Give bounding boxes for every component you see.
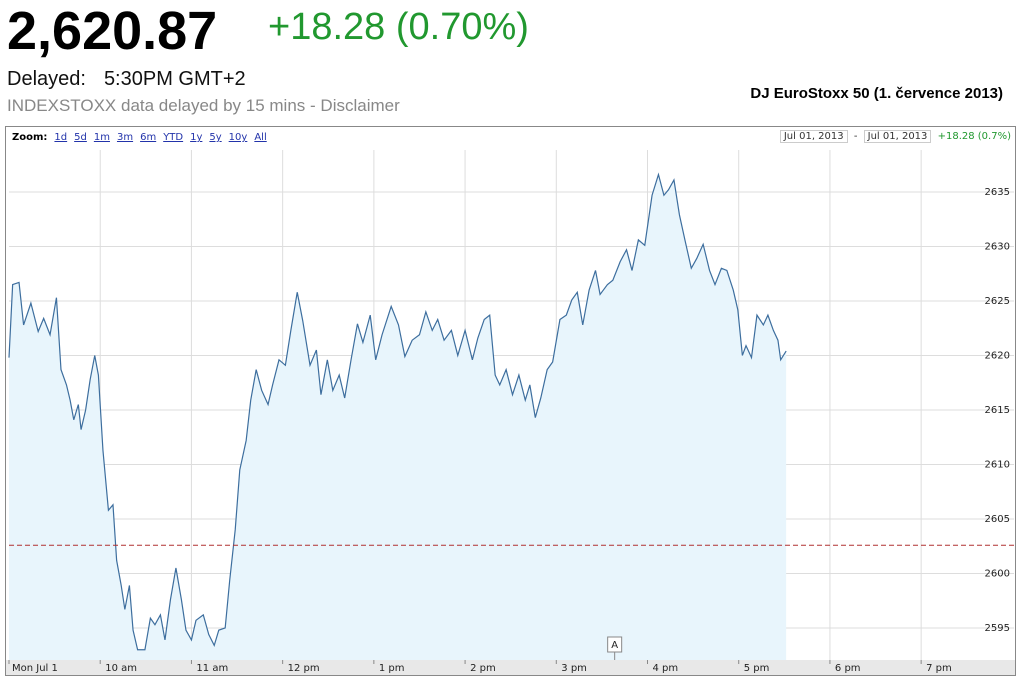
zoom-option[interactable]: YTD <box>163 132 184 143</box>
zoom-option[interactable]: 6m <box>140 132 157 143</box>
x-tick-label: 2 pm <box>470 663 496 674</box>
y-tick-label: 2615 <box>985 405 1010 416</box>
y-tick-label: 2595 <box>985 623 1010 634</box>
date-range: Jul 01, 2013 - Jul 01, 2013 +18.28 (0.7%… <box>779 130 1011 143</box>
date-to[interactable]: Jul 01, 2013 <box>863 130 932 143</box>
separator: - <box>310 96 316 115</box>
y-tick-label: 2605 <box>985 514 1010 525</box>
zoom-bar: Zoom: 1d 5d 1m 3m 6m YTD 1y 5y 10y All <box>12 132 267 143</box>
area <box>9 174 787 660</box>
y-tick-label: 2600 <box>985 568 1010 579</box>
x-tick-label: 7 pm <box>926 663 952 674</box>
zoom-option[interactable]: 5y <box>209 132 222 143</box>
line <box>8 172 787 651</box>
y-tick-label: 2625 <box>985 296 1010 307</box>
zoom-option[interactable]: 1m <box>93 132 110 143</box>
delayed-label: Delayed: <box>7 68 86 90</box>
date-sep: - <box>853 131 858 142</box>
zoom-option[interactable]: 5d <box>74 132 87 143</box>
x-tick-label: Mon Jul 1 <box>12 663 58 674</box>
x-tick-label: 3 pm <box>561 663 587 674</box>
zoom-option[interactable]: 3m <box>116 132 134 143</box>
zoom-label: Zoom: <box>12 132 48 143</box>
chart-title: DJ EuroStoxx 50 (1. července 2013) <box>750 85 1003 102</box>
x-tick-label: 4 pm <box>653 663 679 674</box>
disclaimer-link[interactable]: Disclaimer <box>320 96 400 115</box>
range-change: +18.28 (0.7%) <box>937 131 1011 142</box>
zoom-option[interactable]: All <box>254 132 267 143</box>
plot: 2595 2600 2605 2610 2615 2620 2625 2630 2635 Mon … <box>8 150 1014 674</box>
y-tick-label: 2635 <box>985 187 1010 198</box>
date-from[interactable]: Jul 01, 2013 <box>779 130 848 143</box>
x-tick-label: 12 pm <box>288 663 320 674</box>
x-axis-strip <box>6 660 1015 675</box>
zoom-option[interactable]: 10y <box>228 132 248 143</box>
zoom-option[interactable]: 1y <box>190 132 203 143</box>
x-tick-label: 1 pm <box>379 663 405 674</box>
source: INDEXSTOXX data delayed by 15 mins - Dis… <box>7 96 400 116</box>
delayed-time: 5:30PM GMT+2 <box>103 68 246 90</box>
y-tick-label: 2630 <box>985 241 1010 252</box>
x-tick-label: 6 pm <box>835 663 861 674</box>
x-tick-label: 10 am <box>105 663 137 674</box>
change: +18.28 (0.70%) <box>268 6 529 48</box>
zoom-option[interactable]: 1d <box>54 132 68 143</box>
y-tick-label: 2610 <box>985 459 1010 470</box>
source-note: INDEXSTOXX data delayed by 15 mins <box>7 96 306 115</box>
flag <box>607 636 623 653</box>
flag-label[interactable]: A <box>611 640 618 651</box>
x-tick-label: 11 am <box>196 663 228 674</box>
y-tick-label: 2620 <box>985 350 1010 361</box>
x-tick-label: 5 pm <box>744 663 770 674</box>
price: 2,620.87 <box>7 1 218 61</box>
delayed: Delayed: 5:30PM GMT+2 <box>7 68 246 91</box>
